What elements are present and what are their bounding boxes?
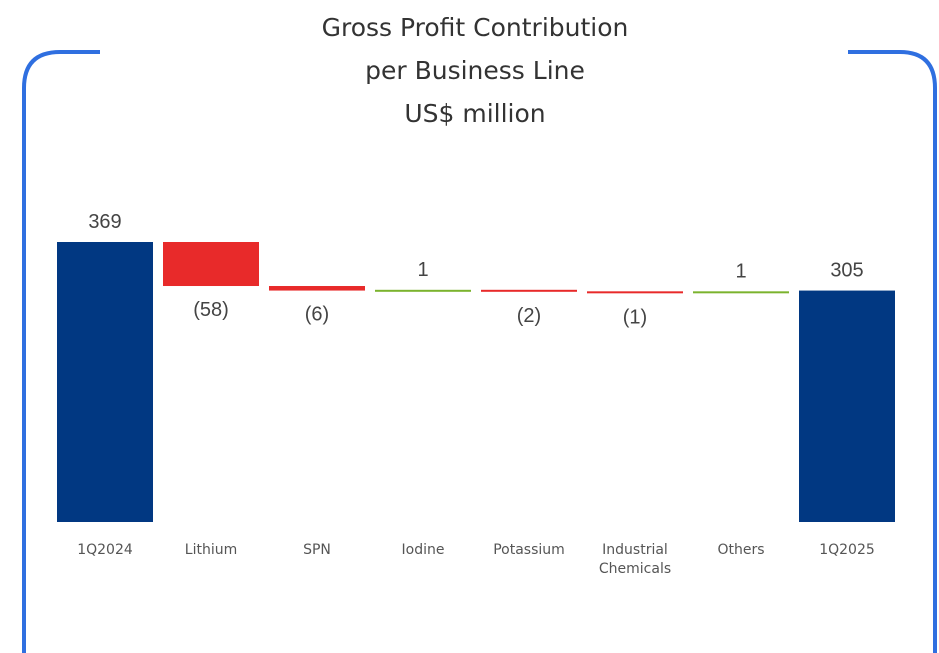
value-label: (1) bbox=[623, 306, 647, 328]
chart-subtitle: per Business Line bbox=[365, 56, 585, 85]
chart-unit: US$ million bbox=[404, 99, 545, 128]
bar bbox=[693, 291, 789, 294]
x-tick-label: 1Q2024 bbox=[77, 542, 133, 558]
bar bbox=[57, 242, 153, 522]
x-tick-label: SPN bbox=[303, 542, 331, 558]
bar bbox=[375, 289, 471, 292]
value-label: (2) bbox=[517, 305, 541, 327]
bar bbox=[799, 290, 895, 522]
x-tick-label: Others bbox=[717, 542, 765, 558]
frame-right bbox=[848, 50, 937, 653]
value-label: 305 bbox=[830, 260, 863, 282]
bar bbox=[163, 242, 259, 287]
x-tick-label: Potassium bbox=[493, 542, 565, 558]
frame-left bbox=[22, 50, 100, 653]
x-tick-label: Industrial Chemicals bbox=[598, 542, 672, 577]
bar bbox=[481, 289, 577, 292]
x-tick-label: 1Q2025 bbox=[819, 542, 875, 558]
x-tick-label: Lithium bbox=[184, 542, 238, 558]
bar bbox=[269, 286, 365, 291]
value-label: (58) bbox=[193, 299, 229, 321]
x-tick-label: Iodine bbox=[401, 542, 445, 558]
bar bbox=[587, 291, 683, 294]
value-label: 1 bbox=[735, 260, 746, 282]
chart-title: Gross Profit Contribution bbox=[322, 13, 629, 42]
value-label: 1 bbox=[417, 259, 428, 281]
value-label: (6) bbox=[305, 304, 329, 326]
value-label: 369 bbox=[88, 211, 121, 233]
